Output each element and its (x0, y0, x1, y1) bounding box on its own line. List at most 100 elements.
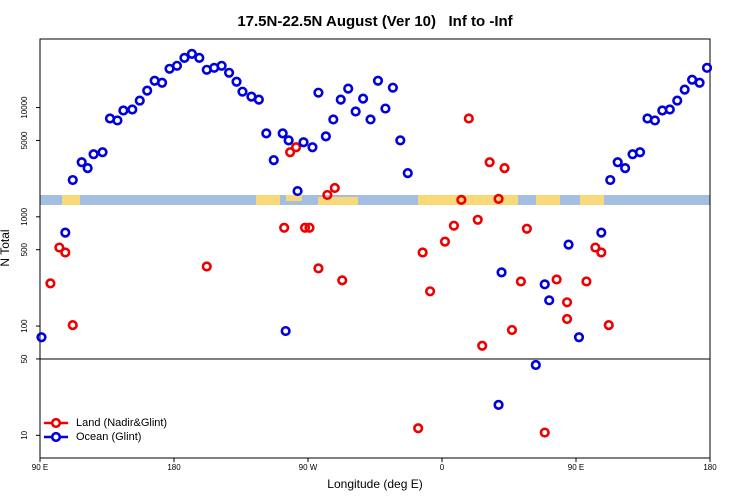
point (194, 52, 205, 63)
point (603, 320, 614, 331)
point (127, 104, 138, 115)
map-land (580, 195, 604, 205)
point (268, 155, 279, 166)
point (337, 275, 348, 286)
plot-frame (39, 38, 711, 459)
point (694, 77, 705, 88)
point (439, 236, 451, 247)
point (304, 222, 315, 233)
point (372, 75, 384, 86)
point (216, 60, 227, 71)
point (237, 86, 248, 97)
point (424, 286, 436, 297)
point (561, 313, 573, 325)
map-land (318, 197, 358, 205)
x-tick-label: 90 W (299, 463, 318, 472)
point (328, 114, 339, 125)
point (484, 157, 495, 168)
point (563, 239, 574, 250)
point (515, 276, 527, 287)
point (493, 193, 504, 205)
legend-marker (50, 431, 62, 443)
point (581, 276, 592, 287)
y-tick-label: 500 (20, 242, 29, 256)
point (496, 267, 507, 278)
point (506, 324, 518, 336)
x-tick-label: 0 (440, 463, 445, 472)
point (76, 157, 87, 168)
point (521, 223, 532, 234)
point (472, 214, 483, 225)
point (672, 95, 683, 106)
point (343, 83, 354, 94)
point (590, 242, 601, 253)
point (97, 147, 108, 158)
point (54, 242, 65, 253)
point (551, 274, 562, 285)
map-land (62, 195, 80, 205)
x-tick-label: 90 E (568, 463, 584, 472)
point (561, 297, 573, 308)
map-strip (40, 195, 710, 205)
x-axis-title: Longitude (deg E) (327, 477, 422, 491)
point (36, 332, 47, 343)
point (82, 163, 93, 174)
point (118, 105, 129, 116)
point (134, 95, 145, 106)
point (156, 77, 168, 88)
point (253, 94, 264, 105)
x-tick-label: 180 (703, 463, 717, 472)
point (539, 279, 550, 290)
point (320, 131, 331, 142)
point (112, 115, 123, 126)
map-land (286, 195, 302, 201)
legend-marker (50, 417, 62, 429)
point (171, 60, 183, 71)
point (329, 182, 340, 194)
y-tick-label: 50 (20, 354, 29, 363)
point (299, 222, 311, 233)
point (402, 168, 413, 179)
point (365, 114, 376, 125)
series (45, 113, 614, 438)
point (357, 93, 369, 104)
legend-label: Ocean (Glint) (76, 431, 141, 443)
point (387, 82, 398, 93)
point (493, 399, 504, 410)
point (67, 174, 78, 186)
point (45, 278, 56, 289)
point (307, 142, 318, 153)
point (573, 332, 585, 343)
point (612, 157, 623, 168)
y-axis-title: N Total (0, 229, 12, 266)
point (596, 247, 607, 258)
x-tick-label: 180 (167, 463, 181, 472)
y-tick-label: 100 (20, 319, 29, 333)
point (313, 263, 324, 274)
point (279, 222, 290, 233)
point (679, 84, 690, 95)
y-tick-label: 10 (20, 430, 29, 439)
point (290, 142, 302, 153)
point (530, 359, 541, 371)
point (280, 325, 291, 337)
legend: Land (Nadir&Glint) Ocean (Glint) (44, 417, 167, 443)
point (60, 247, 71, 258)
point (596, 227, 607, 238)
point (417, 247, 428, 258)
point (335, 94, 346, 105)
point (620, 163, 631, 174)
point (448, 220, 460, 231)
point (298, 137, 309, 148)
y-tick-label: 5000 (20, 131, 29, 149)
point (179, 52, 190, 63)
point (67, 320, 78, 331)
legend-label: Land (Nadir&Glint) (76, 417, 167, 429)
map-ocean (40, 195, 710, 205)
point (283, 135, 294, 146)
point (413, 423, 424, 434)
series (36, 48, 713, 410)
point (499, 163, 510, 174)
